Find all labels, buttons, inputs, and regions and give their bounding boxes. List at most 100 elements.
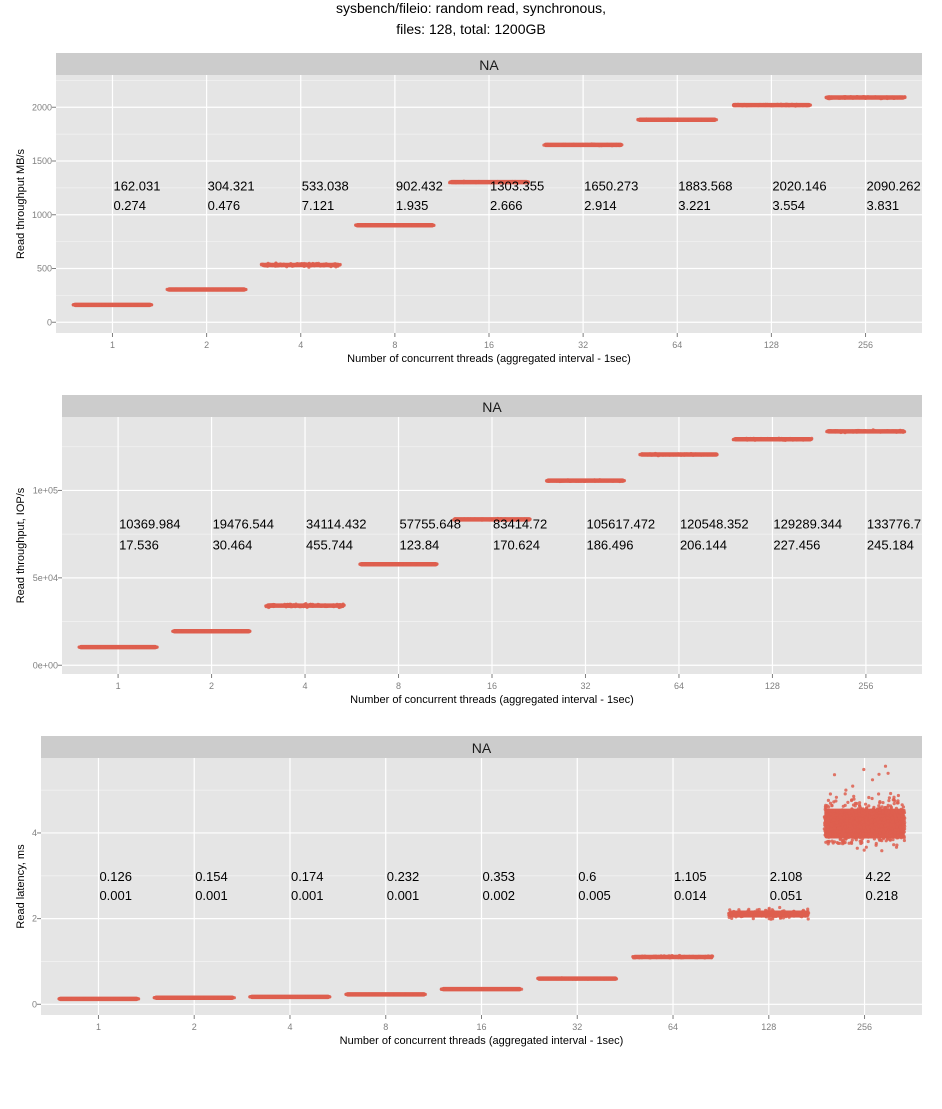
data-point — [379, 562, 383, 566]
data-point — [501, 987, 505, 991]
data-point — [476, 987, 480, 991]
x-tick-label: 1 — [110, 340, 115, 350]
data-point — [893, 835, 897, 839]
data-point — [366, 562, 370, 566]
data-point — [385, 992, 389, 997]
mean-annotation: 10369.984 — [119, 517, 180, 532]
data-band-2 — [171, 628, 252, 634]
data-point — [896, 793, 901, 798]
data-point — [656, 118, 660, 122]
data-point — [153, 645, 157, 649]
data-point — [338, 263, 342, 267]
x-tick-label: 256 — [857, 1022, 872, 1032]
data-point — [96, 303, 100, 307]
mean-annotation: 2090.262 — [867, 179, 921, 194]
data-point — [761, 437, 765, 441]
data-point — [644, 117, 648, 121]
data-point — [850, 841, 854, 846]
data-point — [276, 603, 280, 608]
data-point — [404, 223, 408, 227]
data-point — [220, 629, 224, 633]
x-axis-title: Number of concurrent threads (aggregated… — [347, 353, 631, 365]
x-tick-label: 128 — [761, 1022, 776, 1032]
data-point — [901, 808, 905, 813]
data-point — [834, 795, 839, 799]
data-band-1 — [71, 302, 154, 308]
data-point — [673, 118, 677, 122]
data-point — [875, 95, 880, 99]
data-point — [883, 95, 887, 100]
data-point — [274, 263, 278, 267]
data-point — [568, 143, 572, 147]
data-point — [283, 263, 287, 267]
stddev-annotation: 206.144 — [680, 538, 727, 553]
data-point — [866, 839, 870, 844]
data-point — [700, 453, 704, 457]
data-point — [420, 223, 424, 227]
data-point — [864, 802, 868, 806]
data-point — [119, 997, 123, 1001]
data-point — [872, 805, 876, 809]
data-point — [772, 914, 776, 918]
data-point — [142, 303, 146, 307]
data-point — [129, 645, 133, 649]
data-point — [560, 976, 564, 980]
data-point — [704, 117, 708, 121]
data-point — [87, 303, 91, 307]
mean-annotation: 533.038 — [302, 179, 349, 194]
data-point — [150, 645, 154, 649]
data-point — [318, 264, 322, 268]
data-point — [556, 977, 560, 981]
x-tick-label: 16 — [476, 1022, 486, 1032]
data-point — [204, 629, 208, 633]
data-point — [590, 142, 595, 146]
data-point — [753, 103, 757, 107]
data-band-2 — [165, 287, 248, 292]
data-point — [107, 645, 111, 649]
data-point — [429, 562, 433, 566]
data-point — [781, 437, 785, 441]
data-point — [355, 992, 359, 997]
data-point — [765, 909, 769, 913]
data-point — [362, 223, 366, 227]
data-point — [451, 180, 455, 184]
data-point — [264, 604, 268, 608]
data-point — [183, 629, 187, 633]
data-point — [329, 604, 333, 608]
data-point — [569, 479, 573, 483]
data-point — [287, 603, 291, 607]
data-point — [864, 845, 868, 849]
data-point — [385, 562, 389, 567]
data-point — [236, 629, 240, 633]
x-tick-label: 16 — [487, 681, 497, 691]
y-tick-label: 2000 — [32, 102, 52, 112]
x-tick-label: 128 — [765, 681, 780, 691]
x-tick-label: 8 — [392, 340, 397, 350]
y-tick-label: 1000 — [32, 210, 52, 220]
data-point — [643, 453, 648, 457]
data-point — [174, 287, 178, 292]
data-point — [237, 287, 241, 292]
data-point — [497, 180, 501, 184]
data-point — [867, 795, 871, 800]
data-point — [740, 912, 745, 917]
data-band-32 — [536, 976, 619, 981]
data-point — [666, 118, 670, 122]
data-point — [232, 996, 236, 1000]
data-point — [434, 562, 439, 566]
x-tick-label: 4 — [303, 681, 308, 691]
x-tick-label: 4 — [298, 340, 303, 350]
data-point — [259, 995, 264, 999]
data-point — [688, 453, 692, 457]
data-point — [799, 437, 803, 441]
data-point — [770, 908, 774, 912]
data-band-1 — [77, 644, 159, 650]
data-point — [796, 103, 800, 107]
data-point — [382, 562, 386, 566]
data-point — [264, 995, 268, 999]
data-point — [332, 605, 336, 609]
data-point — [198, 629, 202, 633]
data-point — [847, 429, 851, 433]
